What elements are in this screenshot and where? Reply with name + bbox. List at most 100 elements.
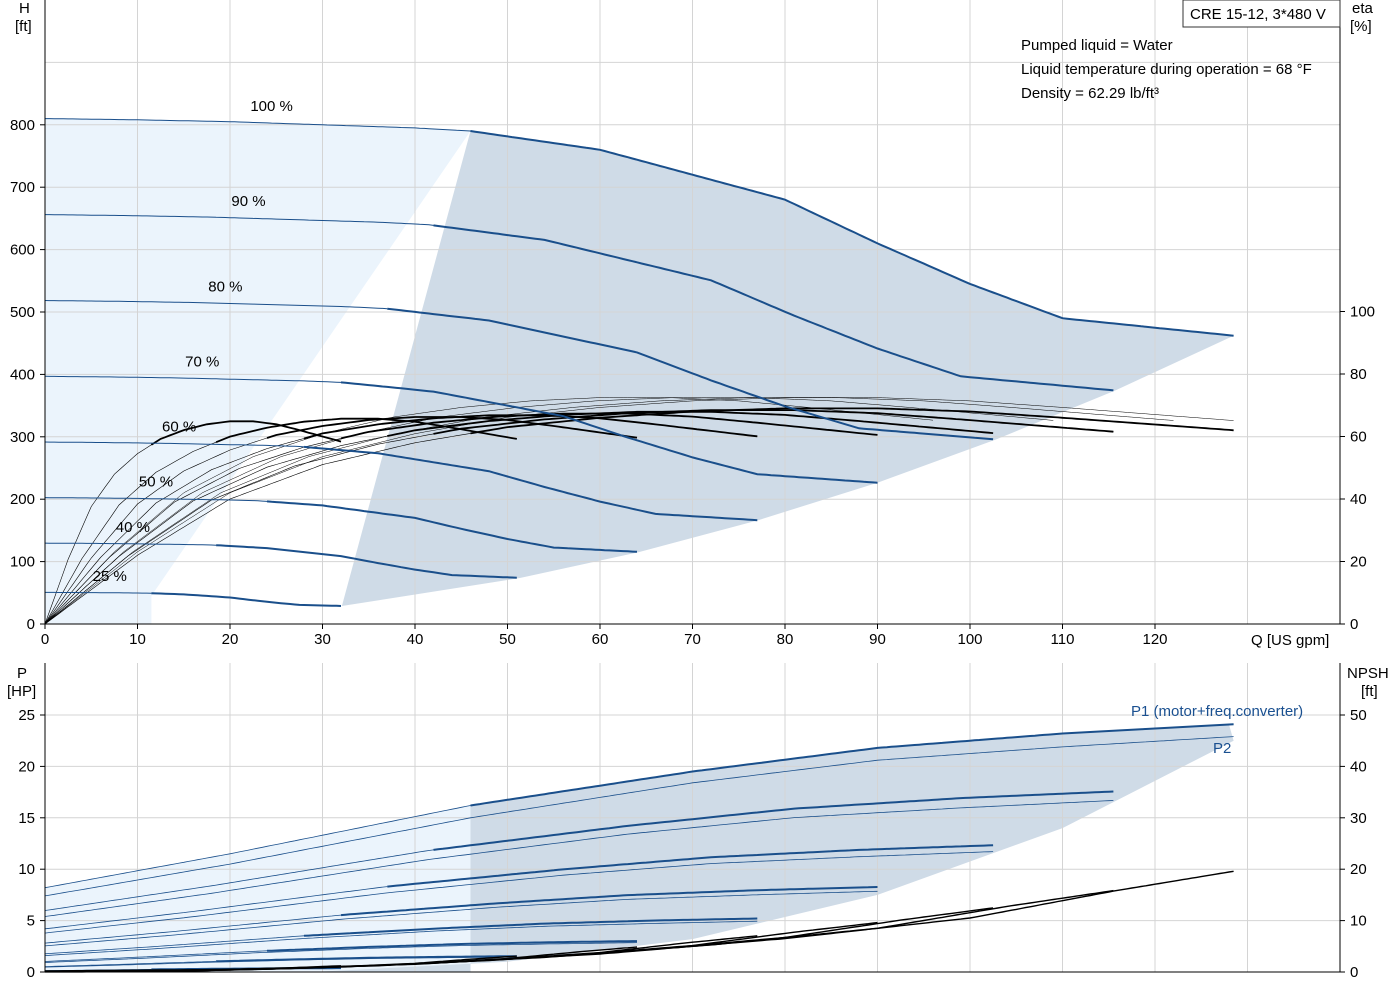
- model-label-box: [1182, 0, 1341, 28]
- eff-curve-40pct: [215, 417, 517, 444]
- p1-thin-2: [44, 886, 388, 930]
- head-curve-90pct: [433, 224, 1114, 392]
- efficiency-curves: [44, 397, 1234, 625]
- x-axis-label: Q [US gpm]: [1251, 632, 1329, 649]
- x-tick-label-50: 50: [499, 631, 516, 648]
- p1-thin-6: [44, 960, 217, 967]
- head-curve-thin-60pct: [44, 441, 305, 448]
- h-tick-label-600: 600: [10, 242, 35, 259]
- head-curve-thin-90pct: [45, 214, 434, 226]
- p-tick-label-20: 20: [18, 758, 35, 775]
- eff-curve-50pct: [266, 416, 638, 439]
- x-tick-label-10: 10: [129, 631, 146, 648]
- head-curve-thin-80pct: [44, 300, 388, 310]
- npsh-tick-label-40: 40: [1350, 758, 1367, 775]
- head-curve-100pct: [470, 130, 1234, 337]
- x-tick-label-120: 120: [1142, 631, 1167, 648]
- p1-curve-5: [266, 940, 637, 952]
- head-curve-thin-100pct: [45, 118, 471, 132]
- p2-curve-0: [44, 736, 1234, 897]
- bottom-y-right-label: NPSH: [1347, 665, 1389, 682]
- head-curve-60pct: [303, 445, 758, 522]
- p1-thin-1: [44, 849, 434, 911]
- eff-curve-80pct: [387, 410, 994, 437]
- npsh-tick-label-30: 30: [1350, 810, 1367, 827]
- eta-tick-label-40: 40: [1350, 491, 1367, 508]
- head-curve-thin-50pct: [44, 497, 268, 502]
- eff-curve-60pct: [303, 414, 758, 440]
- x-tick-label-70: 70: [684, 631, 701, 648]
- p2-curve-2: [44, 851, 994, 934]
- p-tick-label-25: 25: [18, 707, 35, 724]
- head-curve-thin-40pct: [44, 542, 217, 546]
- p2-curve-6: [44, 956, 517, 968]
- bottom-y-left-label: P: [17, 665, 27, 682]
- speed-label-70pct: 70 %: [185, 354, 219, 371]
- head-curve-40pct: [216, 544, 517, 579]
- info-density: Density = 62.29 lb/ft³: [1021, 85, 1159, 102]
- h-tick-label-0: 0: [27, 616, 35, 633]
- eta-tick-label-60: 60: [1350, 429, 1367, 446]
- power-curves: [44, 723, 1234, 972]
- head-curve-thin-70pct: [44, 375, 342, 383]
- h-tick-label-800: 800: [10, 117, 35, 134]
- speed-label-60pct: 60 %: [162, 419, 196, 436]
- npsh-tick-label-10: 10: [1350, 913, 1367, 930]
- head-curve-thin-25pct: [45, 591, 152, 594]
- npsh-tick-label-0: 0: [1350, 964, 1358, 981]
- npsh-curves: [44, 870, 1234, 973]
- p1-series-label: P1 (motor+freq.converter): [1131, 703, 1303, 720]
- eff-curve-25pct: [150, 420, 342, 446]
- eta-tick-label-20: 20: [1350, 554, 1367, 571]
- p2-curve-3: [44, 890, 878, 947]
- x-tick-label-30: 30: [314, 631, 331, 648]
- npsh-tick-label-20: 20: [1350, 861, 1367, 878]
- h-tick-label-100: 100: [10, 554, 35, 571]
- p2-curve-4: [44, 920, 758, 956]
- model-label: CRE 15-12, 3*480 V: [1190, 6, 1326, 23]
- extended-range-area: [45, 118, 471, 624]
- p1-thin-3: [44, 914, 342, 944]
- npsh-tick-label-50: 50: [1350, 707, 1367, 724]
- text-labels: CRE 15-12, 3*480 V Pumped liquid = Water…: [7, 0, 1389, 981]
- top-y-right-label: eta: [1352, 0, 1374, 17]
- speed-label-50pct: 50 %: [139, 474, 173, 491]
- p2-series-label: P2: [1213, 740, 1231, 757]
- x-tick-label-80: 80: [777, 631, 794, 648]
- top-y-left-label: H: [19, 0, 30, 17]
- eff-curve-aux-2: [44, 397, 1054, 625]
- eta-tick-label-0: 0: [1350, 616, 1358, 633]
- speed-label-25pct: 25 %: [93, 568, 127, 585]
- p1-curve-2: [387, 844, 994, 888]
- eff-curve-90pct: [433, 409, 1114, 435]
- p-tick-label-0: 0: [27, 964, 35, 981]
- p-tick-label-5: 5: [27, 913, 35, 930]
- speed-label-100pct: 100 %: [250, 98, 293, 115]
- x-tick-label-20: 20: [222, 631, 239, 648]
- top-y-right-unit: [%]: [1350, 18, 1372, 35]
- p-tick-label-15: 15: [18, 810, 35, 827]
- bottom-y-right-unit: [ft]: [1361, 683, 1378, 700]
- x-tick-label-40: 40: [407, 631, 424, 648]
- x-tick-label-60: 60: [592, 631, 609, 648]
- p1-curve-3: [340, 886, 878, 917]
- p1-curve-6: [216, 955, 517, 963]
- x-tick-label-90: 90: [869, 631, 886, 648]
- eta-tick-label-80: 80: [1350, 366, 1367, 383]
- eff-curve-aux-0: [44, 397, 1234, 625]
- head-curve-25pct: [151, 592, 342, 607]
- head-curve-50pct: [266, 500, 638, 553]
- x-tick-label-0: 0: [41, 631, 49, 648]
- head-curve-70pct: [340, 381, 878, 484]
- speed-label-90pct: 90 %: [231, 193, 265, 210]
- p1-curve-1: [433, 790, 1114, 851]
- p1-thin-4: [44, 935, 305, 955]
- x-tick-label-100: 100: [957, 631, 982, 648]
- p-tick-label-10: 10: [18, 861, 35, 878]
- h-tick-label-500: 500: [10, 304, 35, 321]
- head-curve-80pct: [387, 307, 994, 441]
- p1-thin-5: [44, 950, 268, 962]
- speed-label-40pct: 40 %: [116, 519, 150, 536]
- p2-curve-1: [44, 800, 1114, 917]
